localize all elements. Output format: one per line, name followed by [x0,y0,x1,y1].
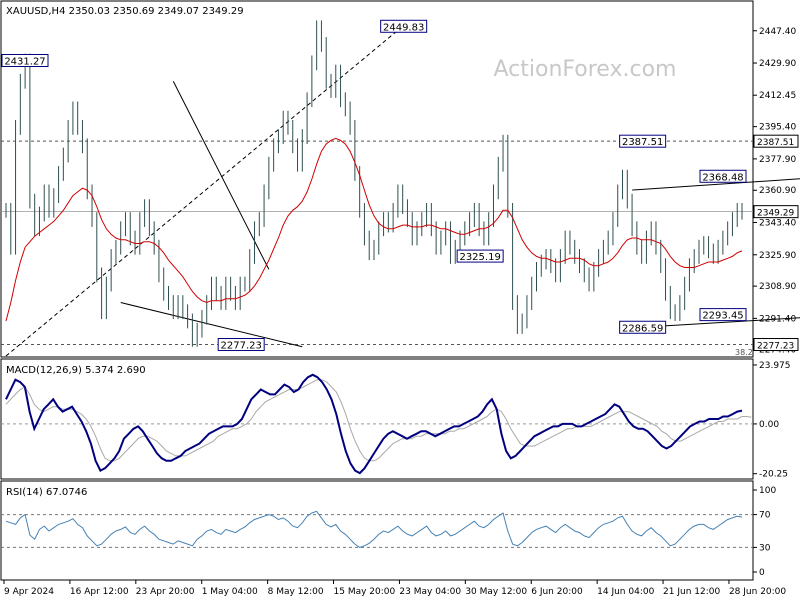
price-annotation-label: 2449.83 [383,22,424,33]
price-annotation-box [1,54,49,68]
price-annotation-label: 2293.45 [702,311,743,322]
price-annotation-box [619,320,667,334]
watermark: ActionForex.com [494,57,677,82]
rsi-title: RSI(14) 67.0746 [6,487,87,498]
moving-average-line [5,137,743,322]
support-level-label-box [753,338,799,352]
price-annotation-label: 2387.51 [622,137,663,148]
rsi-y-tick-label: 30 [759,543,771,553]
x-tick-label: 23 May 04:00 [399,587,461,597]
price-y-tick-label: 2360.90 [759,186,796,196]
x-tick-label: 16 Apr 12:00 [70,587,129,597]
price-annotation-label: 2431.27 [4,57,45,68]
last-price-label: 2349.29 [757,209,794,219]
price-annotation-label: 2286.59 [622,323,663,334]
price-y-tick-label: 2447.40 [759,27,796,37]
price-y-tick-label: 2377.90 [759,155,796,165]
rsi-y-tick-label: 0 [759,568,765,578]
price-y-tick-label: 2395.40 [759,123,796,133]
macd-y-tick-label: 0.00 [759,420,779,430]
x-tick-label: 14 Jun 04:00 [597,587,654,597]
price-y-tick-label: 2308.90 [759,282,796,292]
x-tick-label: 9 Apr 2024 [4,587,54,597]
x-tick-label: 6 Jun 20:00 [531,587,583,597]
price-annotation-box [456,249,504,263]
price-y-tick-label: 2325.90 [759,251,796,261]
price-annotation-label: 2368.48 [702,172,743,183]
macd-y-tick-label: -20.25 [759,470,788,480]
x-tick-label: 23 Apr 20:00 [136,587,195,597]
price-annotation-label: 2277.23 [221,341,262,352]
price-annotation-box [380,19,428,33]
x-tick-label: 30 May 12:00 [465,587,527,597]
trend-line-falling [172,81,270,270]
price-y-tick-label: 2343.40 [759,219,796,229]
resistance-level-label-box [753,134,799,148]
rsi-y-tick-label: 70 [759,511,771,521]
rsi-layer [1,510,753,548]
trend-line-dashed [5,25,403,357]
x-tick-label: 1 May 04:00 [202,587,258,597]
price-y-tick-label: 2412.45 [759,91,796,101]
price-annotation-box [699,169,747,183]
macd-layer [1,373,753,475]
channel-line-upper [632,178,800,191]
price-panel-frame [0,0,754,358]
rsi-panel-frame [0,480,754,581]
macd-title: MACD(12,26,9) 5.374 2.690 [6,365,146,376]
x-tick-label: 15 May 20:00 [334,587,396,597]
axis-layer: 2447.40 2429.90 2412.45 2395.40 2377.90 2360.… [3,27,799,597]
x-tick-label: 21 Jun 12:00 [663,587,720,597]
price-layer: 2431.27 2449.83 2387.51 2368.48 2325.19 2286.… [1,19,800,357]
price-y-tick-label: 2429.90 [759,59,796,69]
price-annotation-box [619,134,667,148]
price-annotation-box [217,338,265,352]
last-price-label-box [753,205,799,219]
macd-y-tick-label: 23.975 [759,361,791,371]
macd-line [5,373,743,475]
fib-label: 38.2 [735,348,753,357]
support-level-label: 2277.23 [757,342,794,352]
rsi-line [5,510,743,548]
channel-line-lower [641,317,800,328]
price-annotation-box [699,308,747,322]
x-tick-label: 8 May 12:00 [268,587,324,597]
x-tick-label: 28 Jun 20:00 [729,587,786,597]
resistance-level-label: 2387.51 [757,138,794,148]
price-annotation-label: 2325.19 [459,252,500,263]
rsi-y-tick-label: 100 [759,486,776,496]
macd-signal-line [5,379,752,462]
price-y-tick-label: 2291.40 [759,314,796,324]
symbol-header: XAUUSD,H4 2350.03 2350.69 2349.07 2349.2… [6,6,244,17]
trend-line-lower [120,302,303,348]
